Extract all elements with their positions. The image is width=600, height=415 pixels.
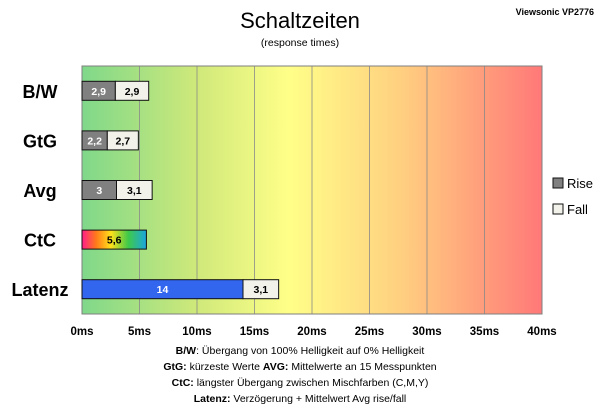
footnote-line: CtC: längster Übergang zwischen Mischfar… [172, 377, 429, 389]
category-labels: B/W GtG Avg CtC Latenz [11, 82, 68, 300]
bar-rise-label: 2,2 [87, 135, 102, 147]
x-tick-label: 5ms [128, 326, 151, 338]
x-tick-label: 20ms [297, 326, 326, 338]
legend: Rise Fall [552, 176, 593, 217]
x-tick-label: 30ms [412, 326, 441, 338]
category-label: B/W [23, 82, 58, 102]
bar-fall-label: 3,1 [254, 284, 269, 296]
bar-rise-label: 2,9 [91, 86, 106, 98]
bar-rise-label: 5,6 [107, 235, 122, 247]
bar-fall [242, 279, 280, 300]
footnote-line: GtG: kürzeste Werte AVG: Mittelwerte an … [163, 361, 436, 373]
bar-rise-label: 14 [157, 284, 169, 296]
gridlines [139, 66, 485, 314]
category-label: CtC [24, 231, 56, 251]
legend-swatch [552, 177, 564, 189]
footnote-line: B/W: Übergang von 100% Helligkeit auf 0%… [176, 345, 425, 357]
chart-title: Schaltzeiten [240, 8, 360, 33]
corner-label: Viewsonic VP2776 [516, 7, 594, 17]
x-tick-label: 25ms [355, 326, 384, 338]
category-label: Latenz [11, 280, 68, 300]
bar-rise-label: 3 [96, 185, 102, 197]
legend-label: Rise [567, 176, 593, 191]
x-tick-label: 0ms [70, 326, 93, 338]
chart-subtitle: (response times) [261, 37, 339, 49]
x-tick-label: 35ms [470, 326, 499, 338]
bar-fall-label: 2,9 [125, 86, 140, 98]
category-label: GtG [23, 131, 57, 151]
bar-fall [114, 80, 150, 101]
bar-fall-label: 3,1 [127, 185, 142, 197]
category-label: Avg [23, 181, 56, 201]
footnote-line: Latenz: Verzögerung + Mittelwert Avg ris… [194, 393, 407, 405]
legend-swatch [552, 203, 564, 215]
legend-label: Fall [567, 202, 588, 217]
footnotes: B/W: Übergang von 100% Helligkeit auf 0%… [163, 345, 436, 405]
x-tick-label: 15ms [240, 326, 269, 338]
bar-fall-label: 2,7 [116, 135, 131, 147]
bar-fall [116, 180, 153, 200]
bar-fall [106, 130, 139, 151]
bars: 2,9 2,9 2,2 2,7 3 3,1 5,6 14 3,1 [81, 80, 280, 300]
x-tick-labels: 0ms 5ms 10ms 15ms 20ms 25ms 30ms 35ms 40ms [70, 326, 556, 338]
x-tick-label: 40ms [527, 326, 556, 338]
x-tick-label: 10ms [182, 326, 211, 338]
bar-rise [81, 229, 147, 250]
